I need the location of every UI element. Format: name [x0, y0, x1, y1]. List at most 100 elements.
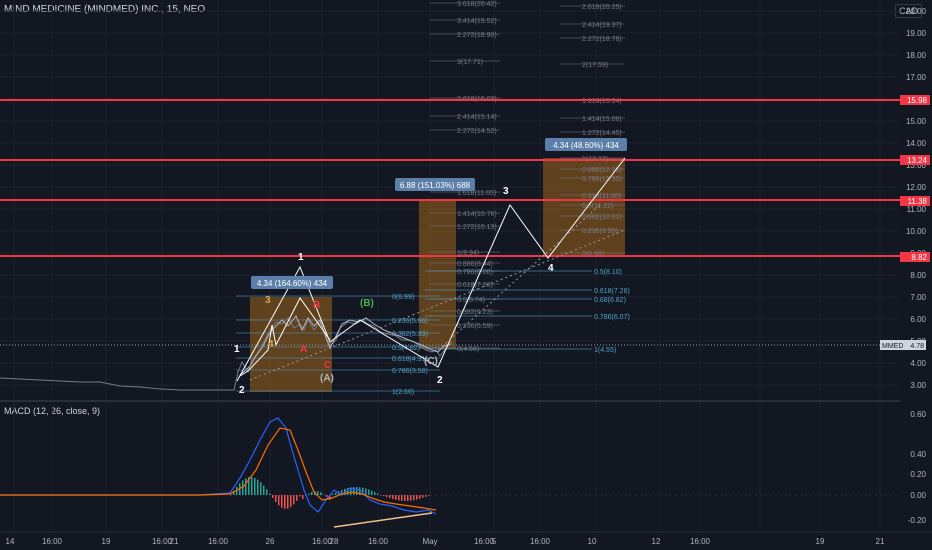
macd-hist-bar: [293, 495, 295, 505]
macd-tick: 0.60: [910, 410, 926, 419]
macd-hist-bar: [386, 495, 388, 498]
price-series: [0, 317, 453, 391]
macd-hist-bar: [242, 480, 244, 495]
fib-label: 0.382(5.33): [392, 331, 428, 338]
fib-label: 0.786(3.58): [392, 368, 428, 375]
measure-label-3[interactable]: 4.34 (48.60%) 434: [545, 138, 627, 151]
macd-tick: 0.20: [910, 470, 926, 479]
fib-label: 0.68(6.82): [594, 297, 626, 304]
macd-hist-bar: [257, 479, 259, 495]
macd-hist-bar: [335, 492, 337, 495]
fib-label: 1(4.55): [594, 347, 616, 354]
macd-hist-bar: [254, 477, 256, 495]
fib-label: 0.886(12.76): [582, 167, 622, 174]
macd-hist-bar: [392, 495, 394, 500]
wave-label-B: B: [313, 300, 320, 311]
fib-label: 1.272(10.13): [457, 224, 497, 231]
macd-hist-bar: [323, 494, 325, 495]
horizontal-levels[interactable]: [0, 99, 900, 257]
macd-hist-bar: [275, 495, 277, 502]
fib-label: 0(8.98): [582, 251, 604, 258]
macd-hist-bar: [410, 495, 412, 501]
macd-hist-bar: [332, 493, 334, 495]
fib-box-right[interactable]: [543, 158, 625, 255]
fib-label: 0.5(4.82): [392, 345, 420, 352]
macd-hist-bar: [359, 487, 361, 495]
price-tick: 11.00: [907, 205, 927, 214]
fib-label: 2.272(18.76): [582, 36, 622, 43]
fib-label: 1.618(11.65): [457, 190, 496, 197]
fib-label: 0.382(10.61): [582, 214, 622, 221]
macd-hist-bar: [329, 495, 331, 500]
macd-hist-bar: [368, 489, 370, 495]
macd-axis[interactable]: 0.60 0.40 0.20 0.00 -0.20: [908, 410, 927, 525]
measure-label-2[interactable]: 6.88 (151.03%) 688: [395, 178, 475, 191]
time-tick: 16:00: [530, 537, 551, 546]
macd-hist-bar: [401, 495, 403, 501]
macd-hist-bar: [347, 487, 349, 495]
fib-label: 0(4.56): [457, 346, 479, 353]
price-tick: 13.00: [906, 161, 927, 170]
macd-hist-bar: [380, 495, 382, 496]
fib-label: 0.382(6.23): [457, 309, 493, 316]
macd-hist-bar: [317, 491, 319, 495]
fib-label: 0.618(7.26): [594, 288, 630, 295]
price-tick: 4.00: [910, 359, 926, 368]
macd-hist-bar: [245, 478, 247, 495]
wave-label-1: 1: [234, 344, 240, 355]
time-tick: 10: [588, 537, 597, 546]
price-level-tag: 11.38: [900, 196, 930, 206]
time-tick: 16:00: [208, 537, 229, 546]
price-tick: 7.00: [910, 293, 926, 302]
fib-label: 0.786(8.00): [457, 269, 493, 276]
price-tick: 6.00: [910, 315, 926, 324]
macd-hist-bar: [383, 495, 385, 497]
wave-label-1-top: 1: [298, 252, 304, 263]
divergence-line[interactable]: [333, 512, 433, 528]
macd-hist-bar: [320, 492, 322, 495]
measure-text-1: 4.34 (164.60%) 434: [257, 279, 328, 288]
wave-label-B-paren: (B): [360, 298, 374, 309]
macd-hist-bar: [362, 487, 364, 495]
time-tick: 16:00: [312, 537, 333, 546]
fib-label: 1(2.66): [392, 389, 414, 396]
macd-hist-bar: [422, 495, 424, 498]
time-tick: 19: [816, 537, 825, 546]
price-series-candles: [239, 315, 451, 376]
macd-hist-bar: [416, 495, 418, 500]
macd-hist-bar: [371, 490, 373, 495]
macd-hist-bar: [284, 495, 286, 509]
fib-box-mid[interactable]: [419, 201, 456, 349]
macd-hist-bar: [377, 493, 379, 495]
macd-hist-bar: [230, 495, 232, 496]
wave-label-4-small: 4: [268, 339, 274, 350]
time-tick: 28: [330, 537, 339, 546]
measure-text-2: 6.88 (151.03%) 688: [400, 181, 471, 190]
fib-label: 0(6.99): [392, 294, 414, 301]
wave-label-4: 4: [548, 263, 554, 274]
wave-label-2b: 2: [437, 375, 443, 386]
fib-label: 0.236(5.96): [392, 318, 428, 325]
time-tick: 19: [102, 537, 111, 546]
wave-labels[interactable]: 1 2 1 3 4 2 3 4 B A C (B) (A) (C): [234, 186, 554, 396]
measure-label-1[interactable]: 4.34 (164.60%) 434: [251, 276, 333, 289]
macd-hist-bar: [407, 495, 409, 501]
macd-hist-bar: [356, 487, 358, 495]
svg-text:11.38: 11.38: [908, 197, 928, 206]
wave-label-3: 3: [503, 186, 509, 197]
price-tick: 17.00: [906, 73, 927, 82]
svg-text:13.24: 13.24: [907, 156, 928, 165]
fib-label: 0.5(11.12): [582, 203, 613, 210]
fib-label: 3.414(19.52): [457, 18, 497, 25]
fib-label: 1.272(14.45): [582, 130, 622, 137]
wave-label-2: 2: [239, 385, 245, 396]
macd-hist-bar: [326, 495, 328, 497]
macd-hist-bar: [266, 489, 268, 495]
macd-pane[interactable]: [0, 417, 900, 528]
macd-hist-bar: [239, 483, 241, 495]
time-tick: 26: [266, 537, 275, 546]
price-tick: 12.00: [906, 183, 927, 192]
